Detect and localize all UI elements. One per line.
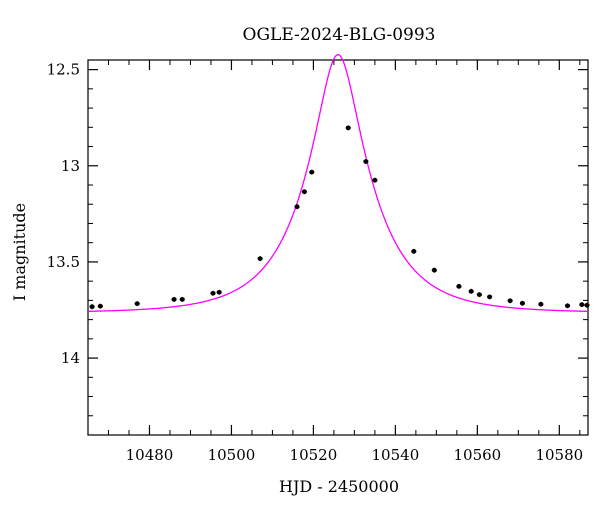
- data-point: [431, 267, 437, 273]
- data-point: [507, 298, 513, 304]
- data-point: [411, 249, 417, 254]
- y-tick-label: 14: [61, 349, 80, 367]
- data-point: [487, 294, 493, 300]
- data-point: [97, 303, 103, 309]
- data-point: [363, 159, 369, 164]
- x-tick-label: 10500: [208, 446, 256, 464]
- x-tick-label: 10580: [535, 446, 583, 464]
- y-tick-label: 12.5: [47, 61, 80, 79]
- data-point: [294, 204, 300, 210]
- x-tick-label: 10480: [126, 446, 174, 464]
- x-tick-label: 10560: [453, 446, 501, 464]
- data-point: [372, 177, 378, 183]
- y-axis-label: I magnitude: [10, 203, 29, 301]
- data-point: [179, 297, 185, 302]
- data-point: [171, 297, 177, 302]
- y-tick-label: 13: [61, 157, 80, 175]
- data-point: [257, 256, 263, 261]
- data-point: [210, 290, 216, 296]
- model-curve: [87, 53, 589, 313]
- data-point: [456, 284, 462, 289]
- data-point: [476, 292, 482, 297]
- x-tick-label: 10540: [372, 446, 420, 464]
- x-tick-label: 10520: [290, 446, 338, 464]
- x-axis-label: HJD - 2450000: [279, 477, 399, 496]
- data-point: [134, 301, 140, 306]
- y-tick-label: 13.5: [47, 253, 80, 271]
- data-points: [89, 125, 590, 310]
- y-tick-labels: 12.5 13 13.5 14: [47, 61, 80, 367]
- chart-title: OGLE-2024-BLG-0993: [243, 25, 436, 45]
- data-point: [468, 289, 474, 294]
- plot-border: [87, 59, 589, 436]
- data-point: [345, 125, 351, 131]
- data-point: [301, 189, 307, 195]
- minor-ticks: [87, 60, 588, 436]
- data-point: [309, 169, 315, 175]
- plot-frame: [87, 59, 589, 436]
- major-ticks: [88, 60, 588, 435]
- data-point: [519, 300, 526, 306]
- data-point: [216, 290, 222, 295]
- data-point: [538, 301, 544, 307]
- data-point: [89, 304, 95, 310]
- data-point: [584, 302, 590, 308]
- data-point: [579, 302, 585, 307]
- x-tick-labels: 10480 10500 10520 10540 10560 10580: [126, 446, 584, 464]
- data-point: [564, 303, 571, 309]
